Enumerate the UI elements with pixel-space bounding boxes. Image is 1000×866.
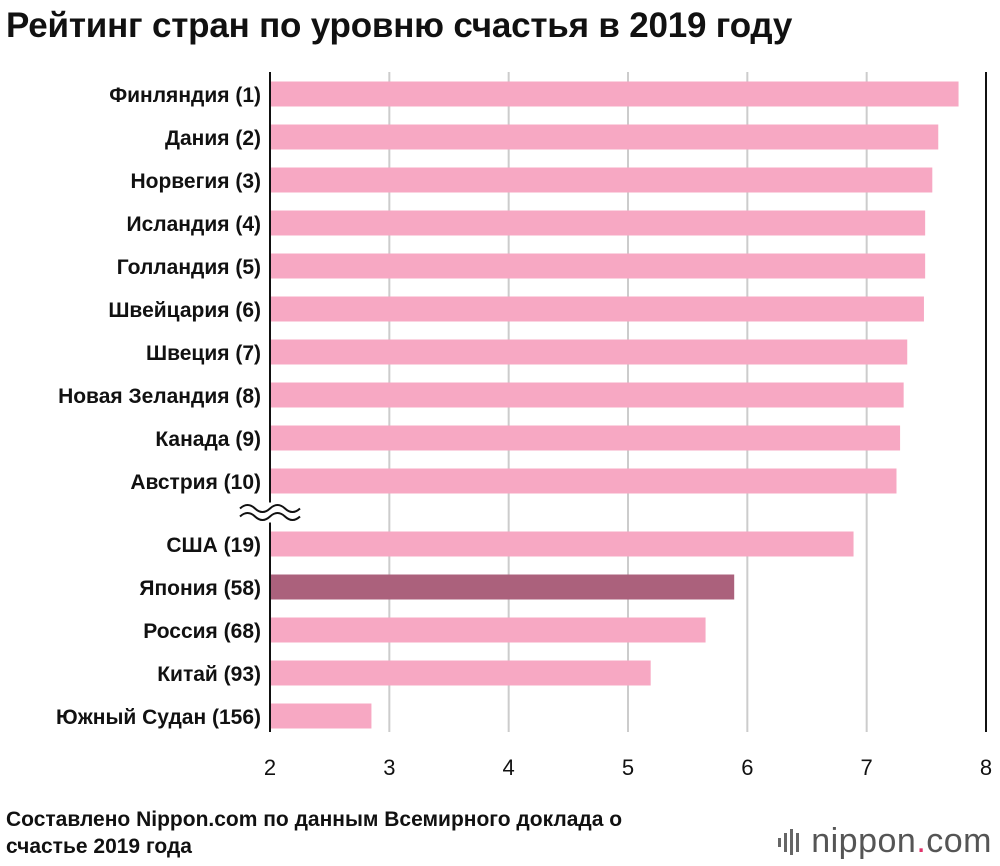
logo-tld: com — [926, 822, 992, 860]
x-tick-label: 4 — [503, 755, 515, 780]
x-tick-labels: 2 3 4 5 6 7 8 — [264, 755, 992, 780]
category-label: Япония (58) — [139, 577, 261, 600]
axis-break-mark — [238, 502, 302, 523]
bar — [271, 167, 933, 193]
nippon-logo-icon — [778, 828, 800, 855]
x-tick-label: 5 — [622, 755, 634, 780]
bar — [271, 574, 735, 600]
bar — [271, 703, 372, 729]
axis-break-wave — [239, 504, 301, 513]
bar — [271, 339, 908, 365]
category-label: Новая Зеландия (8) — [58, 385, 261, 408]
category-label: Россия (68) — [143, 620, 261, 643]
x-tick-label: 7 — [861, 755, 873, 780]
chart-title: Рейтинг стран по уровню счастья в 2019 г… — [6, 6, 793, 45]
bar — [271, 660, 651, 686]
x-tick-label: 2 — [264, 755, 276, 780]
category-label: Норвегия (3) — [130, 170, 261, 193]
x-tick-label: 6 — [741, 755, 753, 780]
happiness-bar-chart: Финляндия (1) Дания (2) Норвегия (3) Исланд… — [56, 72, 992, 780]
bars — [271, 81, 959, 729]
category-label: Китай (93) — [157, 663, 261, 686]
nippon-logo: nippon. com — [777, 822, 992, 861]
category-label: Канада (9) — [155, 428, 261, 451]
bar — [271, 210, 926, 236]
bar — [271, 531, 854, 557]
bar — [271, 124, 939, 150]
category-label: Швеция (7) — [146, 342, 261, 365]
bar — [271, 382, 904, 408]
source-note: Составлено Nippon.com по данным Всемирно… — [6, 808, 623, 858]
bar — [271, 81, 959, 107]
category-label: Швейцария (6) — [108, 299, 261, 322]
x-tick-label: 3 — [383, 755, 395, 780]
category-labels: Финляндия (1) Дания (2) Норвегия (3) Исланд… — [56, 84, 261, 729]
bar — [271, 617, 706, 643]
logo-dot: . — [916, 822, 927, 860]
category-label: Исландия (4) — [127, 213, 261, 236]
category-label: США (19) — [166, 534, 261, 557]
bar — [271, 253, 926, 279]
category-label: Австрия (10) — [130, 471, 261, 494]
bar — [271, 425, 901, 451]
x-tick-label: 8 — [980, 755, 992, 780]
category-label: Южный Судан (156) — [56, 706, 261, 729]
bar — [271, 468, 897, 494]
bar — [271, 296, 924, 322]
category-label: Голландия (5) — [117, 256, 261, 279]
category-label: Финляндия (1) — [109, 84, 261, 107]
logo-name: nippon — [811, 822, 917, 860]
category-label: Дания (2) — [165, 127, 261, 150]
axis-break-wave — [239, 512, 301, 521]
